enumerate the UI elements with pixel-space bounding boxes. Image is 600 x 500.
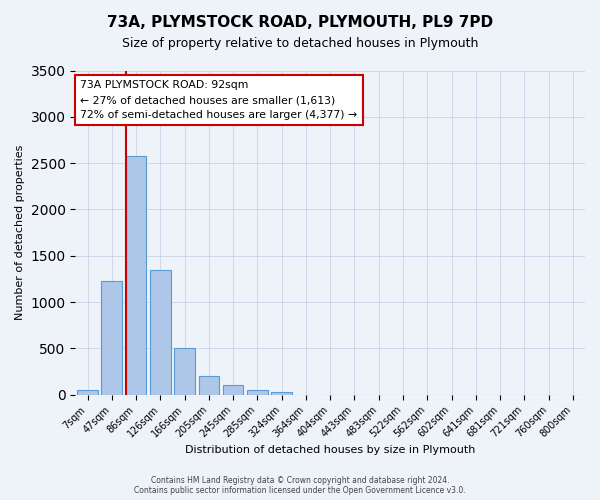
Bar [101,281,122,394]
Y-axis label: Number of detached properties: Number of detached properties [15,145,25,320]
Bar [223,384,244,394]
Text: Contains HM Land Registry data © Crown copyright and database right 2024.
Contai: Contains HM Land Registry data © Crown c… [134,476,466,495]
Bar [271,392,292,394]
Bar [174,348,195,395]
Bar [150,270,170,394]
Bar [77,390,98,394]
Text: Size of property relative to detached houses in Plymouth: Size of property relative to detached ho… [122,38,478,51]
Text: 73A PLYMSTOCK ROAD: 92sqm
← 27% of detached houses are smaller (1,613)
72% of se: 73A PLYMSTOCK ROAD: 92sqm ← 27% of detac… [80,80,358,120]
X-axis label: Distribution of detached houses by size in Plymouth: Distribution of detached houses by size … [185,445,475,455]
Bar [199,376,219,394]
Bar [126,156,146,394]
Bar [247,390,268,394]
Text: 73A, PLYMSTOCK ROAD, PLYMOUTH, PL9 7PD: 73A, PLYMSTOCK ROAD, PLYMOUTH, PL9 7PD [107,15,493,30]
